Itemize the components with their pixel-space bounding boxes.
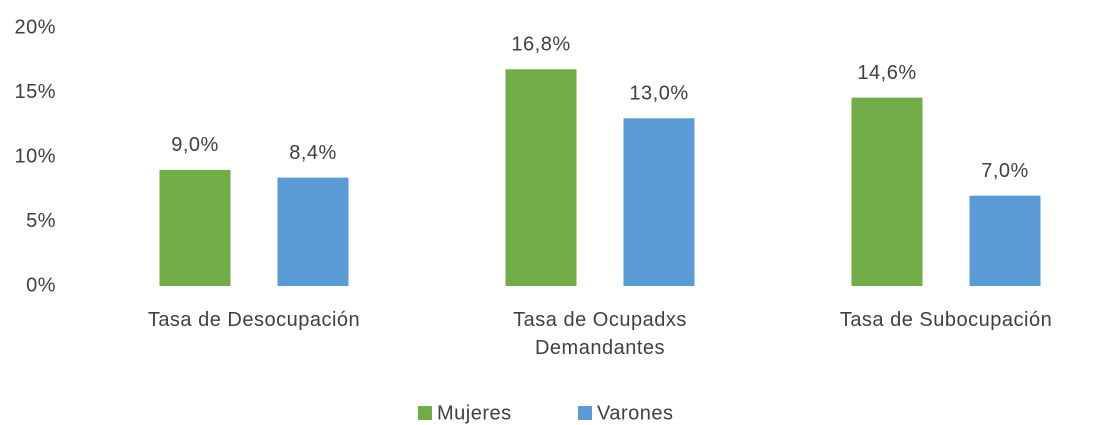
legend-swatch bbox=[418, 406, 432, 420]
x-tick-label: Tasa de Desocupación bbox=[147, 309, 361, 331]
x-tick-label: Tasa de Ocupadxs Demandantes bbox=[513, 309, 687, 359]
y-tick-label: 15% bbox=[14, 81, 56, 103]
x-tick-label-box: Tasa de Ocupadxs Demandantes bbox=[513, 309, 687, 359]
data-label: 7,0% bbox=[981, 160, 1029, 182]
y-tick-label: 5% bbox=[26, 210, 56, 232]
bar bbox=[159, 169, 231, 286]
data-label: 9,0% bbox=[171, 134, 219, 156]
legend-label: Mujeres bbox=[437, 402, 512, 424]
legend-swatch bbox=[578, 406, 592, 420]
data-label: 14,6% bbox=[857, 62, 916, 84]
bar bbox=[623, 118, 695, 286]
legend-label: Varones bbox=[597, 402, 674, 424]
bar bbox=[277, 177, 349, 286]
bar bbox=[505, 69, 577, 286]
y-tick-label: 10% bbox=[14, 145, 56, 167]
data-label: 13,0% bbox=[629, 83, 688, 105]
y-tick-label: 0% bbox=[26, 274, 56, 296]
bar bbox=[851, 97, 923, 286]
data-label: 8,4% bbox=[289, 142, 337, 164]
y-tick-label: 20% bbox=[14, 16, 56, 38]
x-tick-label-box: Tasa de Subocupación bbox=[839, 309, 1053, 331]
x-tick-label: Tasa de Subocupación bbox=[839, 309, 1053, 331]
x-tick-label-box: Tasa de Desocupación bbox=[147, 309, 361, 331]
bar bbox=[969, 195, 1041, 286]
data-label: 16,8% bbox=[511, 34, 570, 56]
